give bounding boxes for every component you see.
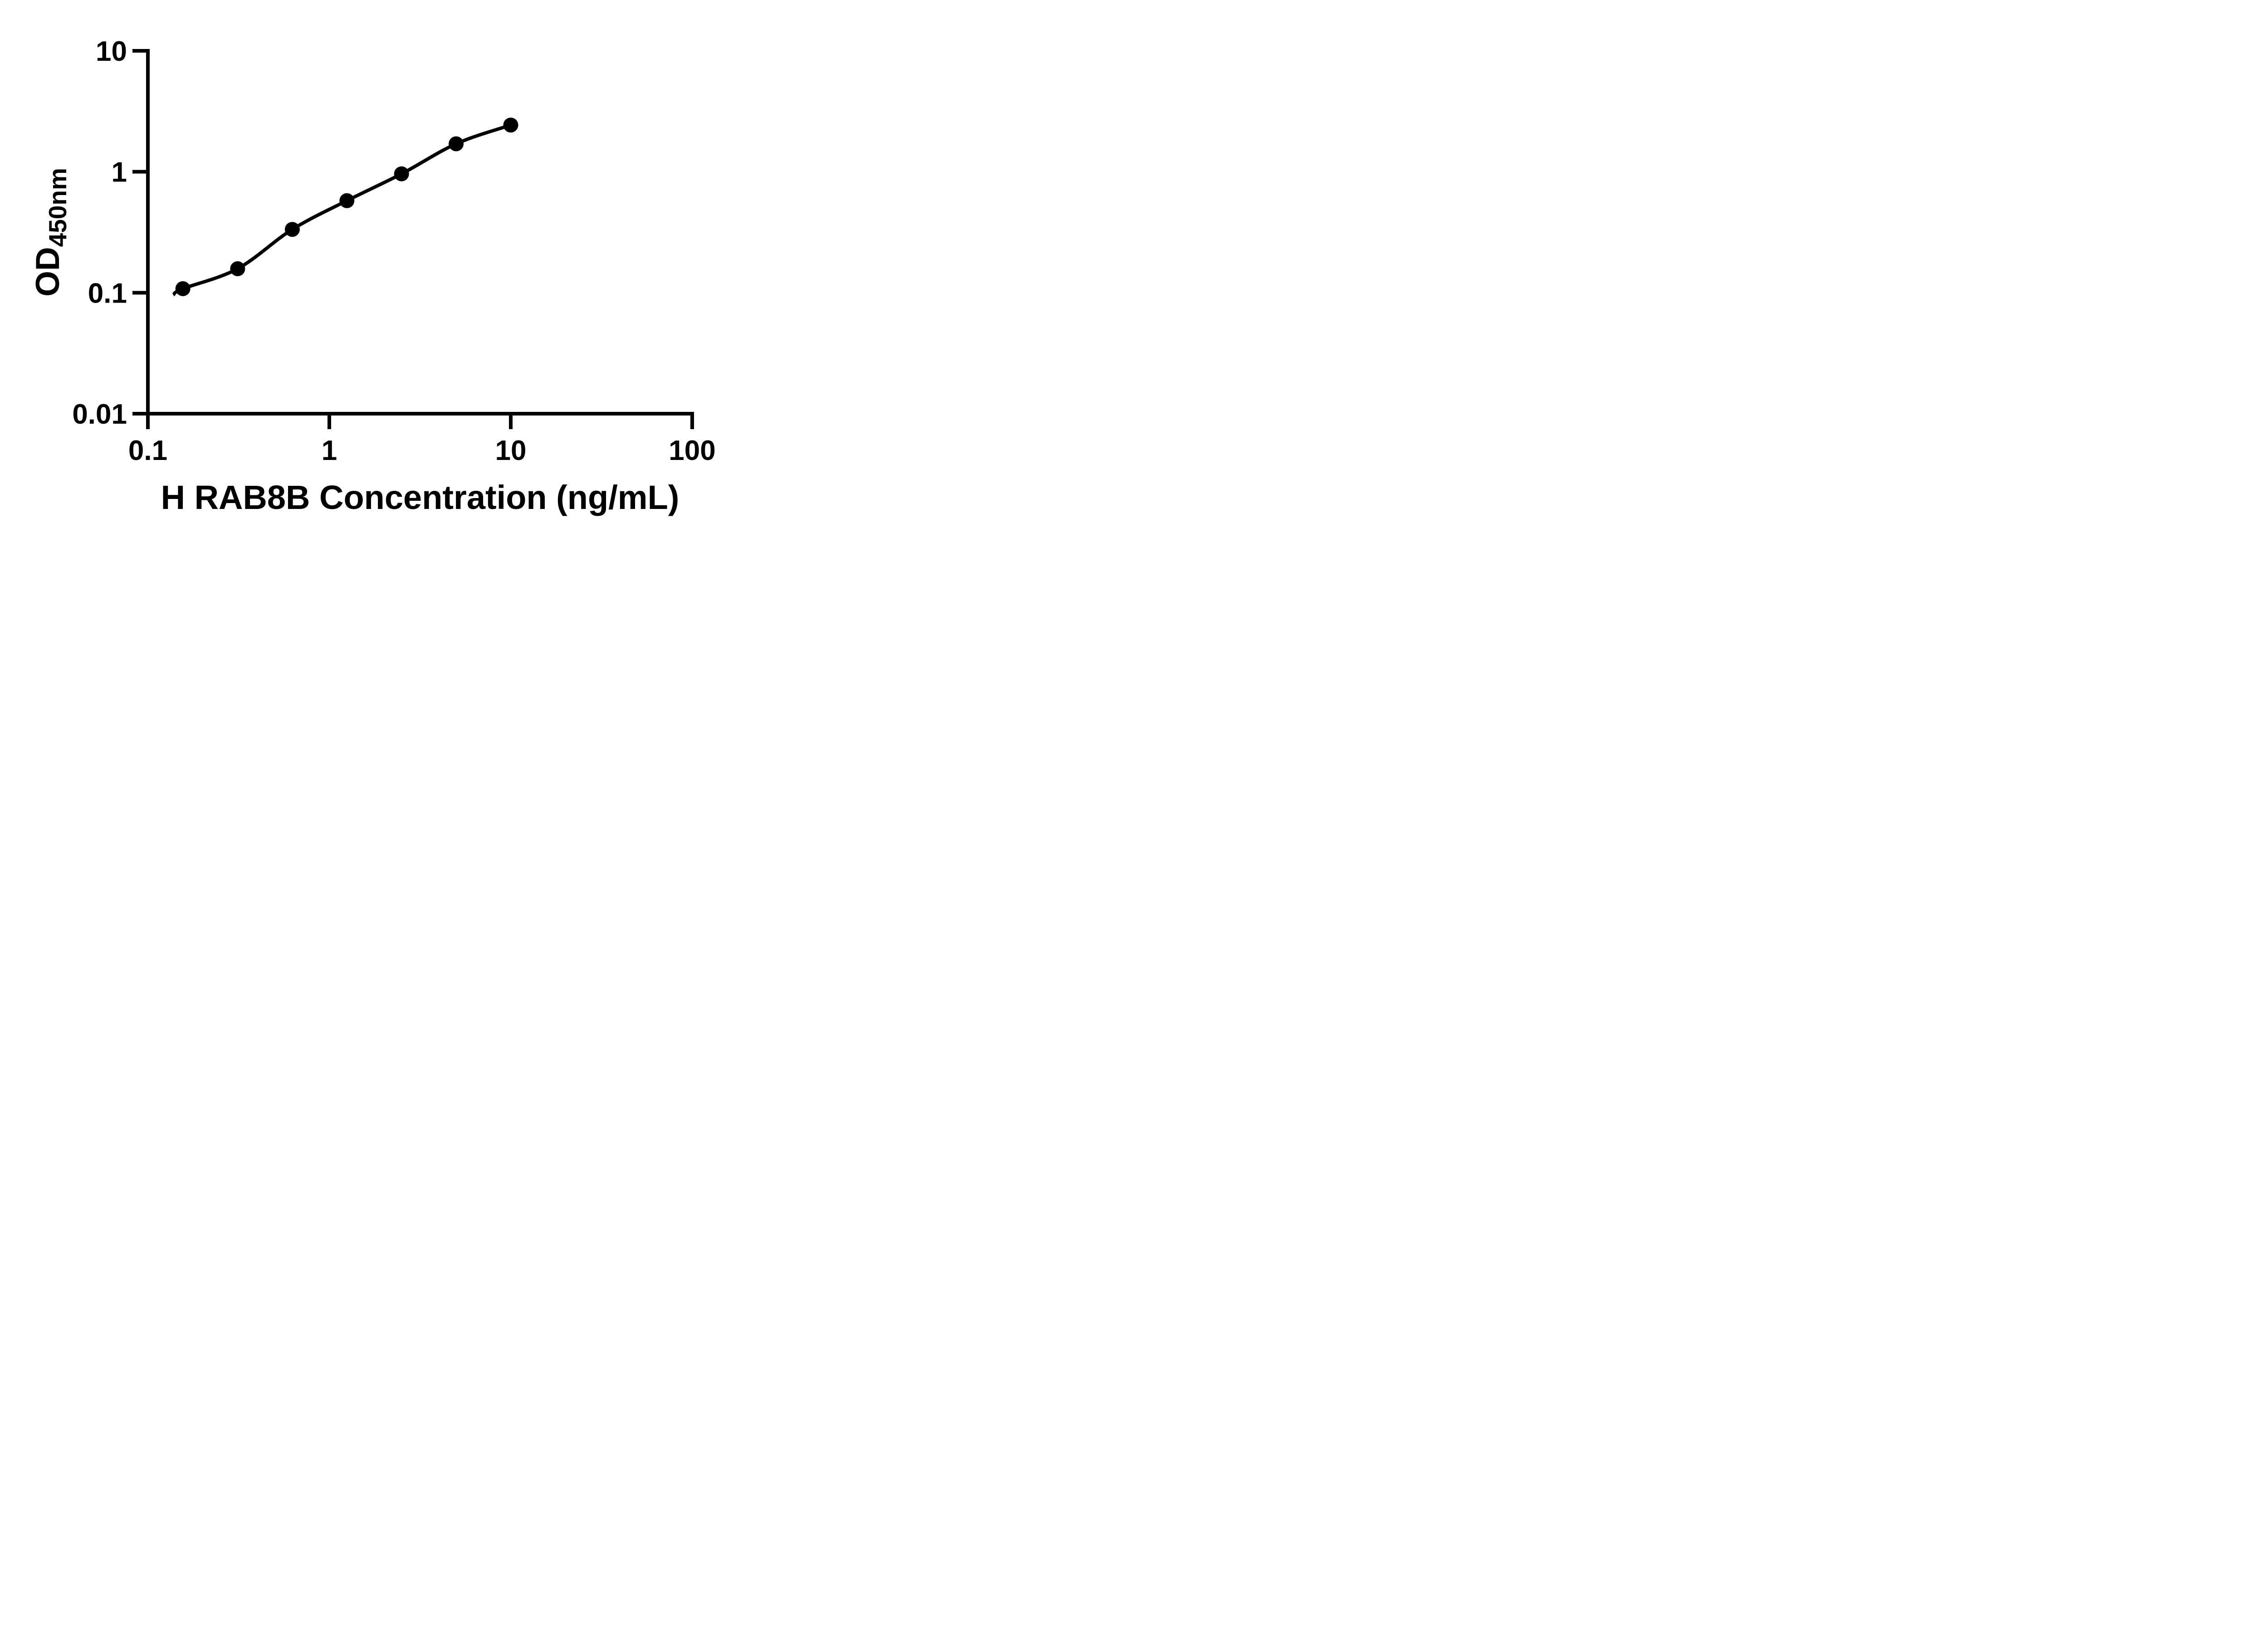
x-tick-label: 10 (495, 435, 527, 466)
axes (146, 49, 694, 416)
y-axis-title: OD450nm (29, 168, 72, 297)
fit-curve (172, 123, 512, 297)
y-tick-label: 1 (112, 157, 127, 188)
axis-ticks (132, 49, 694, 429)
x-tick-label: 1 (322, 435, 337, 466)
data-point-marker (449, 136, 464, 152)
data-point-marker (339, 193, 355, 208)
data-point-marker (284, 222, 300, 237)
y-tick-label: 0.1 (88, 278, 127, 309)
data-point-marker (230, 261, 245, 276)
x-axis-title: H RAB8B Concentration (ng/mL) (161, 479, 679, 516)
data-point-marker (503, 117, 518, 133)
y-tick-label: 0.01 (72, 399, 127, 430)
x-tick-label: 0.1 (128, 435, 167, 466)
x-tick-label: 100 (669, 435, 715, 466)
y-tick-label: 10 (96, 36, 127, 67)
elisa-standard-curve-figure: 10 1 0.1 0.01 0.1 1 10 100 H RAB8B Concentratio… (0, 0, 776, 544)
data-point-marker (394, 166, 409, 181)
data-point-marker (175, 281, 191, 296)
y-axis-title-sub: 450nm (44, 168, 72, 247)
y-axis-title-main: OD (29, 247, 66, 297)
data-points (175, 117, 518, 296)
